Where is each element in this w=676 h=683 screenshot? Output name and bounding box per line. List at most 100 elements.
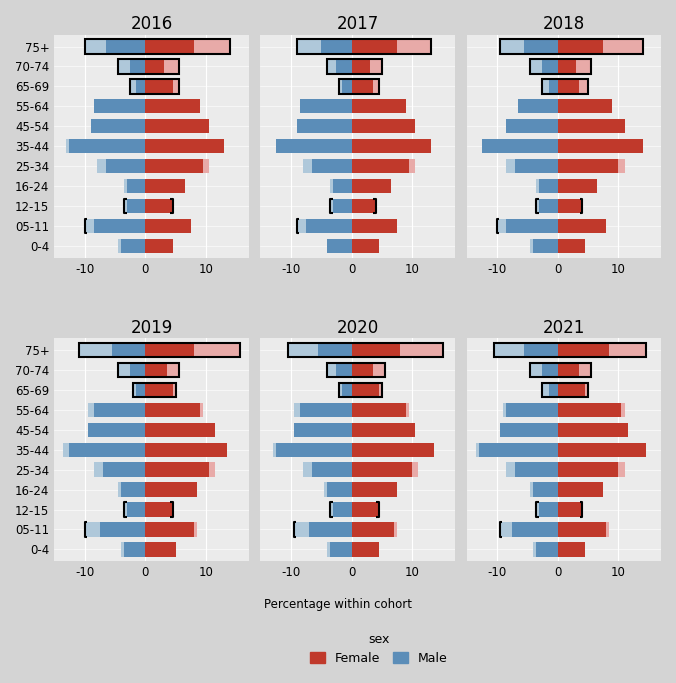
Bar [145,199,173,213]
Bar [539,503,558,517]
Bar [531,59,558,74]
Bar [300,99,352,113]
Bar [352,363,385,377]
Bar [84,522,145,537]
Bar [145,522,197,537]
Bar [145,503,173,517]
Bar [352,79,372,94]
Bar [494,343,558,357]
Bar [352,119,415,133]
Bar [558,423,627,437]
Bar [558,482,603,497]
Bar [97,159,145,173]
Bar [352,219,397,233]
Bar [352,238,379,253]
Bar [558,363,579,377]
Bar [558,382,585,397]
Bar [548,382,558,397]
Bar [137,79,145,94]
Bar [558,219,606,233]
Bar [533,542,558,557]
Bar [91,119,145,133]
Bar [525,343,558,357]
Title: 2016: 2016 [130,15,172,33]
Bar [84,40,231,54]
Bar [533,238,558,253]
Bar [94,99,145,113]
Bar [145,522,194,537]
Bar [339,382,382,397]
Bar [352,139,431,154]
Bar [352,482,397,497]
Bar [352,199,376,213]
Bar [145,40,231,54]
Bar [297,40,352,54]
Bar [525,40,558,54]
Bar [558,79,588,94]
Bar [145,462,215,477]
Bar [506,119,558,133]
Bar [124,179,145,193]
Bar [537,199,558,213]
Bar [558,443,646,457]
Bar [352,179,391,193]
Bar [352,99,406,113]
Bar [500,423,558,437]
Bar [558,482,603,497]
Bar [331,179,352,193]
Bar [506,219,558,233]
Bar [543,382,558,397]
Bar [339,79,379,94]
Bar [558,462,619,477]
Bar [94,219,145,233]
Bar [118,238,145,253]
Bar [352,99,406,113]
Bar [558,462,625,477]
Bar [352,40,431,54]
Bar [558,443,646,457]
Bar [145,219,191,233]
Bar [503,403,558,417]
Bar [531,482,558,497]
Bar [297,219,352,233]
Bar [145,79,173,94]
Bar [506,403,558,417]
Bar [352,59,382,74]
Bar [352,503,379,517]
Bar [130,363,145,377]
Bar [539,199,558,213]
Bar [352,40,397,54]
Bar [558,40,643,54]
Bar [558,542,585,557]
Title: 2018: 2018 [543,15,585,33]
Bar [352,443,433,457]
Bar [130,79,145,94]
Bar [121,238,145,253]
Bar [145,199,173,213]
Bar [121,482,145,497]
Bar [506,159,558,173]
Bar [297,40,431,54]
Bar [145,382,173,397]
Bar [145,139,224,154]
Bar [309,522,352,537]
Bar [145,363,167,377]
Bar [327,238,352,253]
Bar [327,542,352,557]
Bar [327,363,352,377]
Bar [303,462,352,477]
Bar [500,423,558,437]
Bar [327,238,352,253]
Bar [145,482,197,497]
Bar [145,542,176,557]
Bar [543,382,588,397]
Bar [558,219,606,233]
Bar [558,119,625,133]
Bar [352,522,397,537]
Bar [106,40,145,54]
Bar [537,542,558,557]
Bar [558,403,621,417]
Bar [352,343,443,357]
Bar [145,423,215,437]
Bar [352,343,400,357]
